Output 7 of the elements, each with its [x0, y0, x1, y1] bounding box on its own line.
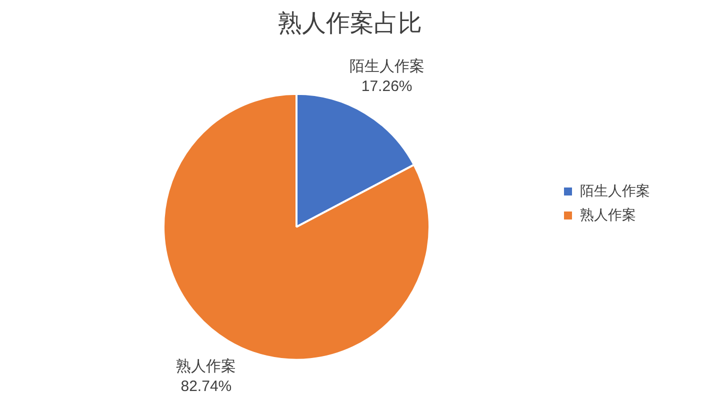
legend-label: 陌生人作案: [580, 182, 650, 198]
slice-label: 陌生人作案: [349, 58, 424, 76]
legend-label: 熟人作案: [580, 206, 636, 222]
chart-title: 熟人作案占比: [278, 10, 422, 38]
slice-label: 熟人作案: [176, 358, 236, 375]
data-label: 17.26%: [361, 78, 412, 96]
data-label: 82.74%: [180, 378, 232, 395]
